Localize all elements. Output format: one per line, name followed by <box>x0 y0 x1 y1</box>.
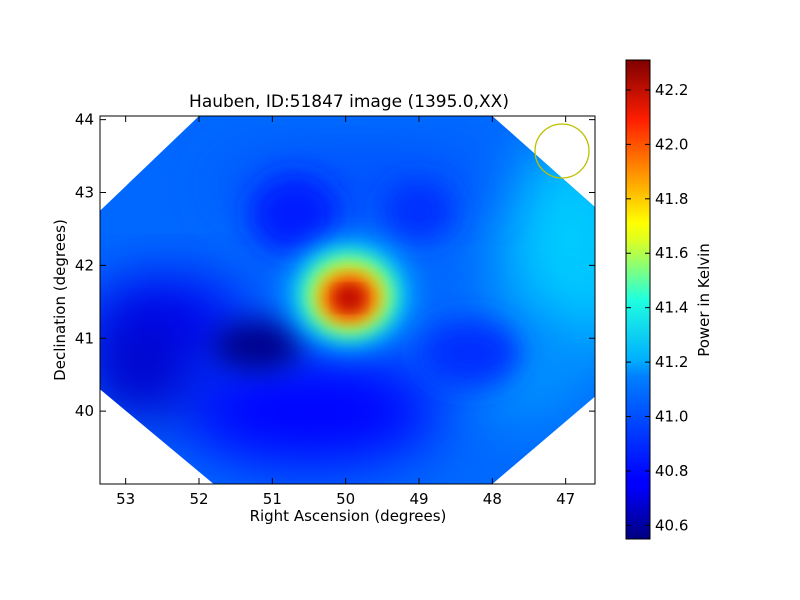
x-tick-label: 48 <box>483 490 502 508</box>
heatmap-blob <box>339 290 360 307</box>
heatmap-blob <box>179 356 439 467</box>
y-axis-ticks: 40 41 42 43 44 <box>75 111 595 420</box>
colorbar-ticks: 40.6 40.8 41.0 41.2 41.4 41.6 41.8 42.0 42.2 <box>626 81 688 534</box>
colorbar-tick-label: 41.0 <box>655 408 688 426</box>
heatmap-image <box>100 116 595 484</box>
colorbar-tick-label: 41.6 <box>655 244 688 262</box>
heatmap-blob <box>420 317 521 388</box>
heatmap-blob <box>384 180 454 241</box>
heatmap-blob <box>100 312 196 423</box>
x-tick-label: 50 <box>336 490 355 508</box>
heatmap-blob <box>503 140 595 361</box>
heatmap-blob <box>249 174 340 255</box>
chart-title: Hauben, ID:51847 image (1395.0,XX) <box>189 92 509 112</box>
y-axis-label: Declination (degrees) <box>51 219 69 381</box>
x-tick-label: 53 <box>116 490 135 508</box>
colorbar-tick-label: 40.6 <box>655 516 688 534</box>
y-tick-label: 40 <box>75 402 94 420</box>
y-tick-label: 44 <box>75 111 94 129</box>
y-tick-label: 42 <box>75 256 94 274</box>
x-tick-label: 52 <box>189 490 208 508</box>
heatmap-blobs <box>100 140 595 467</box>
colorbar-tick-label: 42.0 <box>655 135 688 153</box>
colorbar-label: Power in Kelvin <box>695 243 713 357</box>
colorbar-tick-label: 41.8 <box>655 190 688 208</box>
colorbar-tick-label: 42.2 <box>655 81 688 99</box>
x-tick-label: 51 <box>263 490 282 508</box>
heatmap-blob <box>212 320 303 371</box>
y-tick-label: 41 <box>75 329 94 347</box>
x-tick-label: 49 <box>409 490 428 508</box>
y-tick-label: 43 <box>75 184 94 202</box>
x-axis-ticks: 53 52 51 50 49 48 47 <box>116 116 575 508</box>
colorbar-tick-label: 41.4 <box>655 299 688 317</box>
x-axis-label: Right Ascension (degrees) <box>250 507 447 525</box>
colorbar-tick-label: 40.8 <box>655 462 688 480</box>
beam-circle <box>534 123 590 179</box>
colorbar <box>625 59 651 540</box>
plot-frame <box>99 115 596 485</box>
colorbar-tick-label: 41.2 <box>655 353 688 371</box>
x-tick-label: 47 <box>556 490 575 508</box>
